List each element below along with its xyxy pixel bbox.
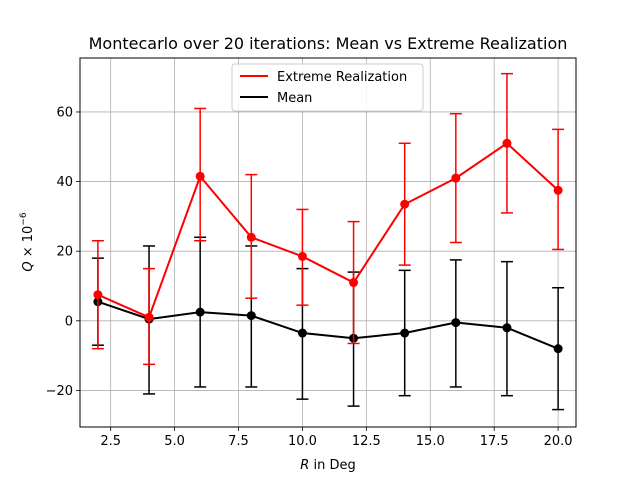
chart-title: Montecarlo over 20 iterations: Mean vs E… [89,34,568,53]
x-tick-label: 20.0 [544,434,573,449]
data-point [246,311,256,321]
x-tick-label: 2.5 [100,434,121,449]
data-point [451,173,461,183]
y-tick-label: 40 [56,175,73,190]
y-axis-label-times: × 10 [21,226,36,262]
y-axis-label-exp: −6 [19,212,29,226]
x-tick-label: 17.5 [480,434,509,449]
y-tick-label: 20 [56,245,73,260]
data-point [93,290,103,300]
legend-entry: Extreme Realization [277,70,407,85]
y-axis: −20 0 20 40 60 [46,105,80,399]
y-axis-label-group: Q × 10−6 [19,212,36,271]
x-tick-label: 10.0 [288,434,317,449]
series-extreme-realization [91,72,565,366]
data-point [195,171,205,181]
data-point [195,307,205,317]
data-point [553,185,563,195]
data-point [553,344,563,354]
data-point [400,199,410,209]
data-point [349,278,359,288]
series-layer [91,72,565,411]
legend: Extreme Realization Mean [231,63,424,112]
series-line [97,142,559,319]
y-tick-label: 0 [65,314,73,329]
x-tick-label: 12.5 [352,434,381,449]
legend-entry: Mean [277,91,312,106]
legend-box [231,63,424,112]
data-point [502,323,512,333]
y-tick-label: 60 [56,105,73,120]
x-tick-label: 7.5 [228,434,249,449]
data-point [502,138,512,148]
x-axis-label-rest: in Deg [309,458,355,473]
data-point [144,312,154,322]
y-axis-label: Q × 10−6 [19,212,36,271]
x-axis-label-var: R [300,458,309,473]
plot-frame [79,57,577,428]
data-point [246,232,256,242]
x-tick-label: 5.0 [164,434,185,449]
series-line [97,300,559,350]
y-tick-label: −20 [46,384,73,399]
x-tick-label: 15.0 [416,434,445,449]
x-axis-label: R in Deg [300,458,355,473]
data-point [297,328,307,338]
x-axis: 2.5 5.0 7.5 10.0 12.5 15.0 17.5 20.0 [100,427,573,449]
data-point [451,318,461,328]
grid [80,58,576,427]
data-point [297,251,307,261]
y-axis-label-var: Q [21,261,36,271]
plot-area [80,58,576,427]
data-point [400,328,410,338]
